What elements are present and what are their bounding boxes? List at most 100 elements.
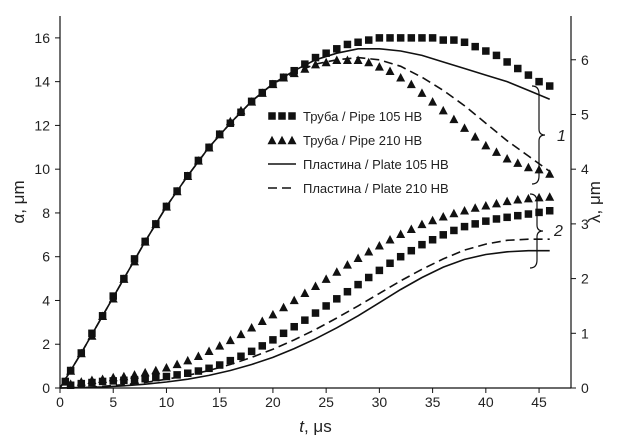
- y-right-tick-label: 0: [581, 380, 589, 396]
- data-point-pipe-105hb-group2: [301, 316, 309, 324]
- data-point-pipe-105hb-group2: [184, 369, 192, 377]
- legend-label: Труба / Pipe 105 HB: [303, 109, 422, 124]
- data-point-pipe-105hb-group2: [247, 347, 256, 356]
- legend-square-marker: [278, 112, 286, 120]
- data-point-pipe-105hb-group2: [226, 356, 235, 365]
- data-point-pipe-105hb-group2: [482, 217, 490, 225]
- x-axis-label: t, μs: [299, 417, 331, 436]
- data-point-pipe-105hb-group1: [503, 58, 511, 66]
- data-point-pipe-105hb-group2: [269, 336, 277, 344]
- legend: Труба / Pipe 105 HB Труба / Pipe 210 HB Пл…: [267, 109, 449, 196]
- y-left-tick-label: 14: [34, 74, 50, 90]
- bracket-group-2: [529, 193, 544, 269]
- y-right-tick-label: 3: [581, 216, 589, 232]
- y-left-axis-label: α, μm: [9, 180, 28, 223]
- data-point-pipe-210hb-group2: [183, 355, 193, 365]
- data-point-pipe-210hb-group1: [183, 171, 193, 180]
- data-point-pipe-105hb-group1: [439, 36, 447, 44]
- data-point-pipe-105hb-group2: [311, 309, 320, 317]
- data-point-pipe-105hb-group2: [215, 361, 224, 369]
- data-point-pipe-105hb-group2: [130, 376, 139, 384]
- data-point-pipe-210hb-group2: [268, 309, 278, 319]
- data-point-pipe-210hb-group1: [204, 143, 214, 152]
- data-point-pipe-210hb-group1: [481, 140, 491, 150]
- data-point-pipe-105hb-group2: [492, 215, 501, 223]
- data-point-pipe-210hb-group2: [247, 323, 257, 332]
- data-point-pipe-210hb-group2: [215, 341, 225, 350]
- data-point-pipe-210hb-group2: [130, 370, 140, 379]
- data-point-pipe-105hb-group2: [524, 210, 533, 218]
- x-tick-label: 20: [265, 394, 281, 410]
- data-point-pipe-210hb-group1: [364, 57, 374, 67]
- data-point-pipe-210hb-group1: [374, 62, 384, 71]
- curve-layer: [59, 47, 551, 389]
- data-point-pipe-210hb-group2: [204, 346, 214, 356]
- data-point-pipe-105hb-group1: [407, 34, 416, 42]
- y-left-tick-label: 2: [42, 336, 50, 352]
- data-point-pipe-105hb-group1: [428, 34, 437, 42]
- data-point-pipe-210hb-group1: [193, 156, 203, 165]
- data-point-pipe-210hb-group2: [364, 246, 374, 256]
- data-point-pipe-210hb-group2: [193, 351, 203, 360]
- data-point-pipe-210hb-group2: [300, 288, 310, 298]
- y-left-tick-label: 16: [34, 30, 50, 46]
- x-tick-label: 30: [372, 394, 388, 410]
- data-point-pipe-210hb-group1: [449, 114, 459, 124]
- data-point-pipe-210hb-group2: [76, 377, 86, 386]
- y-left-tick-label: 6: [42, 249, 50, 265]
- x-tick-label: 15: [212, 394, 228, 410]
- y-left-tick-label: 0: [42, 380, 50, 396]
- series-line-plate-210hb-group2: [59, 238, 550, 389]
- data-point-pipe-105hb-group2: [450, 226, 458, 235]
- data-point-pipe-105hb-group2: [428, 235, 437, 244]
- data-point-pipe-210hb-group2: [342, 260, 352, 269]
- data-point-pipe-105hb-group1: [343, 40, 352, 49]
- data-point-pipe-210hb-group1: [406, 79, 416, 89]
- data-point-pipe-210hb-group2: [460, 205, 470, 215]
- bracket-group-1: [531, 85, 546, 185]
- data-point-pipe-210hb-group1: [523, 162, 533, 172]
- data-point-pipe-210hb-group1: [172, 186, 182, 196]
- data-point-pipe-210hb-group2: [108, 372, 118, 382]
- y-left-tick-label: 4: [42, 292, 50, 308]
- data-point-pipe-105hb-group2: [322, 302, 330, 310]
- data-point-pipe-210hb-group1: [236, 105, 246, 115]
- data-point-pipe-210hb-group2: [311, 281, 320, 290]
- data-point-pipe-105hb-group1: [418, 34, 426, 42]
- data-point-pipe-210hb-group1: [289, 68, 299, 78]
- data-point-pipe-210hb-group1: [513, 158, 523, 167]
- data-point-pipe-210hb-group1: [438, 105, 448, 115]
- data-point-pipe-105hb-group1: [301, 60, 309, 68]
- data-point-pipe-210hb-group2: [236, 329, 246, 339]
- y-left-tick-label: 10: [34, 161, 50, 177]
- data-point-pipe-105hb-group1: [545, 82, 554, 90]
- data-point-pipe-105hb-group2: [258, 342, 267, 350]
- data-point-pipe-210hb-group2: [513, 195, 523, 204]
- data-point-pipe-210hb-group1: [502, 153, 512, 163]
- data-point-pipe-210hb-group1: [151, 219, 161, 229]
- x-tick-label: 45: [531, 394, 547, 410]
- data-point-pipe-105hb-group2: [375, 266, 384, 275]
- data-point-pipe-210hb-group1: [417, 88, 427, 97]
- y-right-tick-label: 4: [581, 161, 589, 177]
- data-point-pipe-210hb-group1: [76, 348, 86, 358]
- data-point-pipe-210hb-group1: [268, 79, 278, 89]
- legend-triangle-marker: [267, 135, 277, 145]
- data-point-pipe-105hb-group1: [354, 38, 362, 47]
- data-point-pipe-105hb-group2: [120, 376, 128, 385]
- data-point-pipe-210hb-group1: [130, 256, 140, 266]
- y-right-axis-label: λ, μm: [585, 181, 604, 223]
- data-point-pipe-210hb-group2: [279, 302, 289, 312]
- data-point-pipe-105hb-group2: [396, 252, 405, 261]
- data-point-pipe-105hb-group1: [375, 34, 384, 42]
- data-point-pipe-210hb-group1: [247, 97, 257, 106]
- legend-square-marker: [268, 112, 276, 120]
- x-tick-label: 35: [425, 394, 441, 410]
- data-point-pipe-105hb-group2: [503, 213, 511, 222]
- data-point-pipe-210hb-group1: [225, 116, 235, 126]
- data-point-pipe-210hb-group2: [449, 208, 459, 218]
- data-point-pipe-210hb-group2: [502, 196, 512, 206]
- data-point-pipe-105hb-group2: [354, 280, 362, 289]
- group-brackets: 12: [529, 85, 566, 269]
